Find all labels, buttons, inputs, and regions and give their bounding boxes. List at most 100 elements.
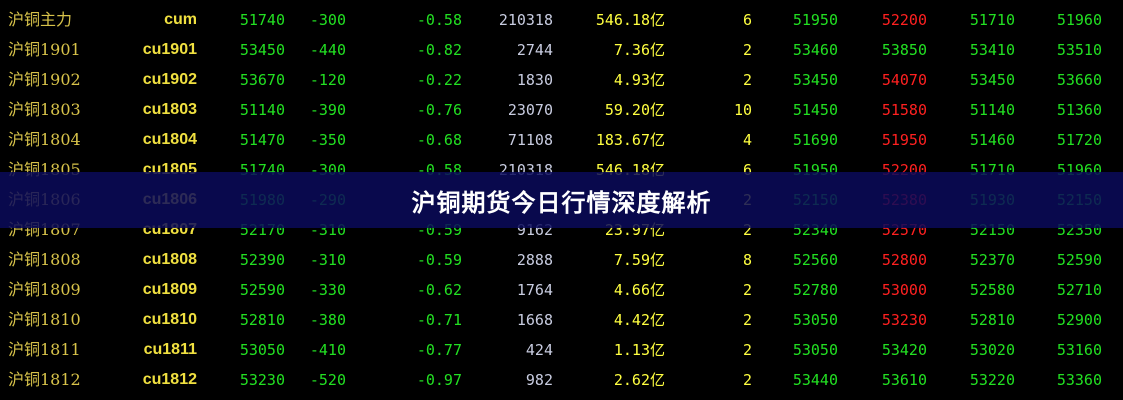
cell-amount: 546.18亿 xyxy=(595,11,665,29)
cell-price: 53450 xyxy=(239,41,285,59)
cell-pct: -0.59 xyxy=(416,251,462,269)
cell-name: 沪铜1808 xyxy=(8,250,81,269)
table-row[interactable]: 沪铜1812 cu1812 53230 -520 -0.97 982 2.62亿 2 53440… xyxy=(0,365,1123,395)
cell-open: 51690 xyxy=(792,131,838,149)
cell-amount: 4.66亿 xyxy=(613,281,665,299)
cell-amount: 4.93亿 xyxy=(613,71,665,89)
cell-code: cu1810 xyxy=(142,311,197,328)
cell-low: 51140 xyxy=(969,101,1015,119)
cell-amount: 183.67亿 xyxy=(595,131,665,149)
cell-amount: 4.42亿 xyxy=(613,311,665,329)
cell-count: 2 xyxy=(742,281,752,299)
cell-volume: 1668 xyxy=(516,311,553,329)
cell-price: 53230 xyxy=(239,371,285,389)
cell-last: 52590 xyxy=(1056,251,1102,269)
cell-last: 51960 xyxy=(1056,11,1102,29)
cell-pct: -0.82 xyxy=(416,41,462,59)
table-row[interactable]: 沪铜1810 cu1810 52810 -380 -0.71 1668 4.42亿 2 5305… xyxy=(0,305,1123,335)
table-row[interactable]: 沪铜1902 cu1902 53670 -120 -0.22 1830 4.93亿 2 5345… xyxy=(0,65,1123,95)
cell-volume: 2744 xyxy=(516,41,553,59)
table-row[interactable]: 沪铜1811 cu1811 53050 -410 -0.77 424 1.13亿 2 53050… xyxy=(0,335,1123,365)
cell-open: 53050 xyxy=(792,341,838,359)
cell-amount: 2.62亿 xyxy=(613,371,665,389)
table-row[interactable]: 沪铜1808 cu1808 52390 -310 -0.59 2888 7.59亿 8 5256… xyxy=(0,245,1123,275)
cell-open: 53440 xyxy=(792,371,838,389)
cell-volume: 71108 xyxy=(507,131,553,149)
cell-code: cu1809 xyxy=(142,281,197,298)
cell-pct: -0.68 xyxy=(416,131,462,149)
cell-count: 2 xyxy=(742,71,752,89)
cell-pct: -0.22 xyxy=(416,71,462,89)
table-row[interactable]: 沪铜1809 cu1809 52590 -330 -0.62 1764 4.66亿 2 5278… xyxy=(0,275,1123,305)
cell-name: 沪铜1812 xyxy=(8,370,81,389)
cell-price: 52590 xyxy=(239,281,285,299)
cell-code: cu1804 xyxy=(142,131,197,148)
cell-pct: -0.62 xyxy=(416,281,462,299)
cell-price: 53050 xyxy=(239,341,285,359)
cell-code: cu1902 xyxy=(142,71,197,88)
table-row[interactable]: 沪铜1804 cu1804 51470 -350 -0.68 71108 183.67亿 4 5… xyxy=(0,125,1123,155)
cell-last: 53160 xyxy=(1056,341,1102,359)
cell-price: 51740 xyxy=(239,11,285,29)
cell-low: 52580 xyxy=(969,281,1015,299)
cell-name: 沪铜1901 xyxy=(8,40,81,59)
cell-high: 53610 xyxy=(881,371,927,389)
cell-code: cum xyxy=(164,11,197,28)
cell-pct: -0.76 xyxy=(416,101,462,119)
cell-high: 53850 xyxy=(881,41,927,59)
cell-high: 51950 xyxy=(881,131,927,149)
cell-volume: 2888 xyxy=(516,251,553,269)
cell-change: -380 xyxy=(309,311,346,329)
cell-name: 沪铜1804 xyxy=(8,130,81,149)
cell-pct: -0.77 xyxy=(416,341,462,359)
cell-low: 52370 xyxy=(969,251,1015,269)
cell-last: 53510 xyxy=(1056,41,1102,59)
cell-change: -440 xyxy=(309,41,346,59)
cell-count: 6 xyxy=(742,11,752,29)
cell-low: 53020 xyxy=(969,341,1015,359)
cell-open: 53460 xyxy=(792,41,838,59)
cell-volume: 1830 xyxy=(516,71,553,89)
cell-high: 53420 xyxy=(881,341,927,359)
cell-volume: 982 xyxy=(525,371,553,389)
cell-price: 52390 xyxy=(239,251,285,269)
cell-pct: -0.71 xyxy=(416,311,462,329)
cell-count: 4 xyxy=(742,131,752,149)
table-row[interactable]: 沪铜主力 cum 51740 -300 -0.58 210318 546.18亿 6 51950… xyxy=(0,5,1123,35)
cell-open: 52560 xyxy=(792,251,838,269)
cell-last: 51720 xyxy=(1056,131,1102,149)
cell-volume: 1764 xyxy=(516,281,553,299)
cell-change: -300 xyxy=(309,11,346,29)
cell-amount: 7.59亿 xyxy=(613,251,665,269)
table-row[interactable]: 沪铜1803 cu1803 51140 -390 -0.76 23070 59.20亿 10 5… xyxy=(0,95,1123,125)
cell-low: 51710 xyxy=(969,11,1015,29)
cell-low: 53220 xyxy=(969,371,1015,389)
cell-open: 52780 xyxy=(792,281,838,299)
cell-count: 2 xyxy=(742,341,752,359)
cell-amount: 7.36亿 xyxy=(613,41,665,59)
cell-low: 53410 xyxy=(969,41,1015,59)
cell-change: -120 xyxy=(309,71,346,89)
cell-count: 6 xyxy=(742,161,752,179)
cell-high: 51580 xyxy=(881,101,927,119)
cell-last: 52900 xyxy=(1056,311,1102,329)
cell-code: cu1808 xyxy=(142,251,197,268)
table-row[interactable]: 沪铜1901 cu1901 53450 -440 -0.82 2744 7.36亿 2 5346… xyxy=(0,35,1123,65)
cell-high: 53230 xyxy=(881,311,927,329)
cell-count: 2 xyxy=(742,371,752,389)
cell-low: 52810 xyxy=(969,311,1015,329)
cell-name: 沪铜1803 xyxy=(8,100,81,119)
cell-count: 10 xyxy=(733,101,752,119)
cell-change: -310 xyxy=(309,251,346,269)
cell-high: 52200 xyxy=(881,11,927,29)
cell-change: -350 xyxy=(309,131,346,149)
cell-open: 51950 xyxy=(792,11,838,29)
cell-open: 53450 xyxy=(792,71,838,89)
cell-price: 51140 xyxy=(239,101,285,119)
cell-price: 51470 xyxy=(239,131,285,149)
cell-open: 53050 xyxy=(792,311,838,329)
cell-count: 2 xyxy=(742,311,752,329)
cell-code: cu1803 xyxy=(142,101,197,118)
banner-title: 沪铜期货今日行情深度解析 xyxy=(411,188,712,217)
cell-high: 53000 xyxy=(881,281,927,299)
